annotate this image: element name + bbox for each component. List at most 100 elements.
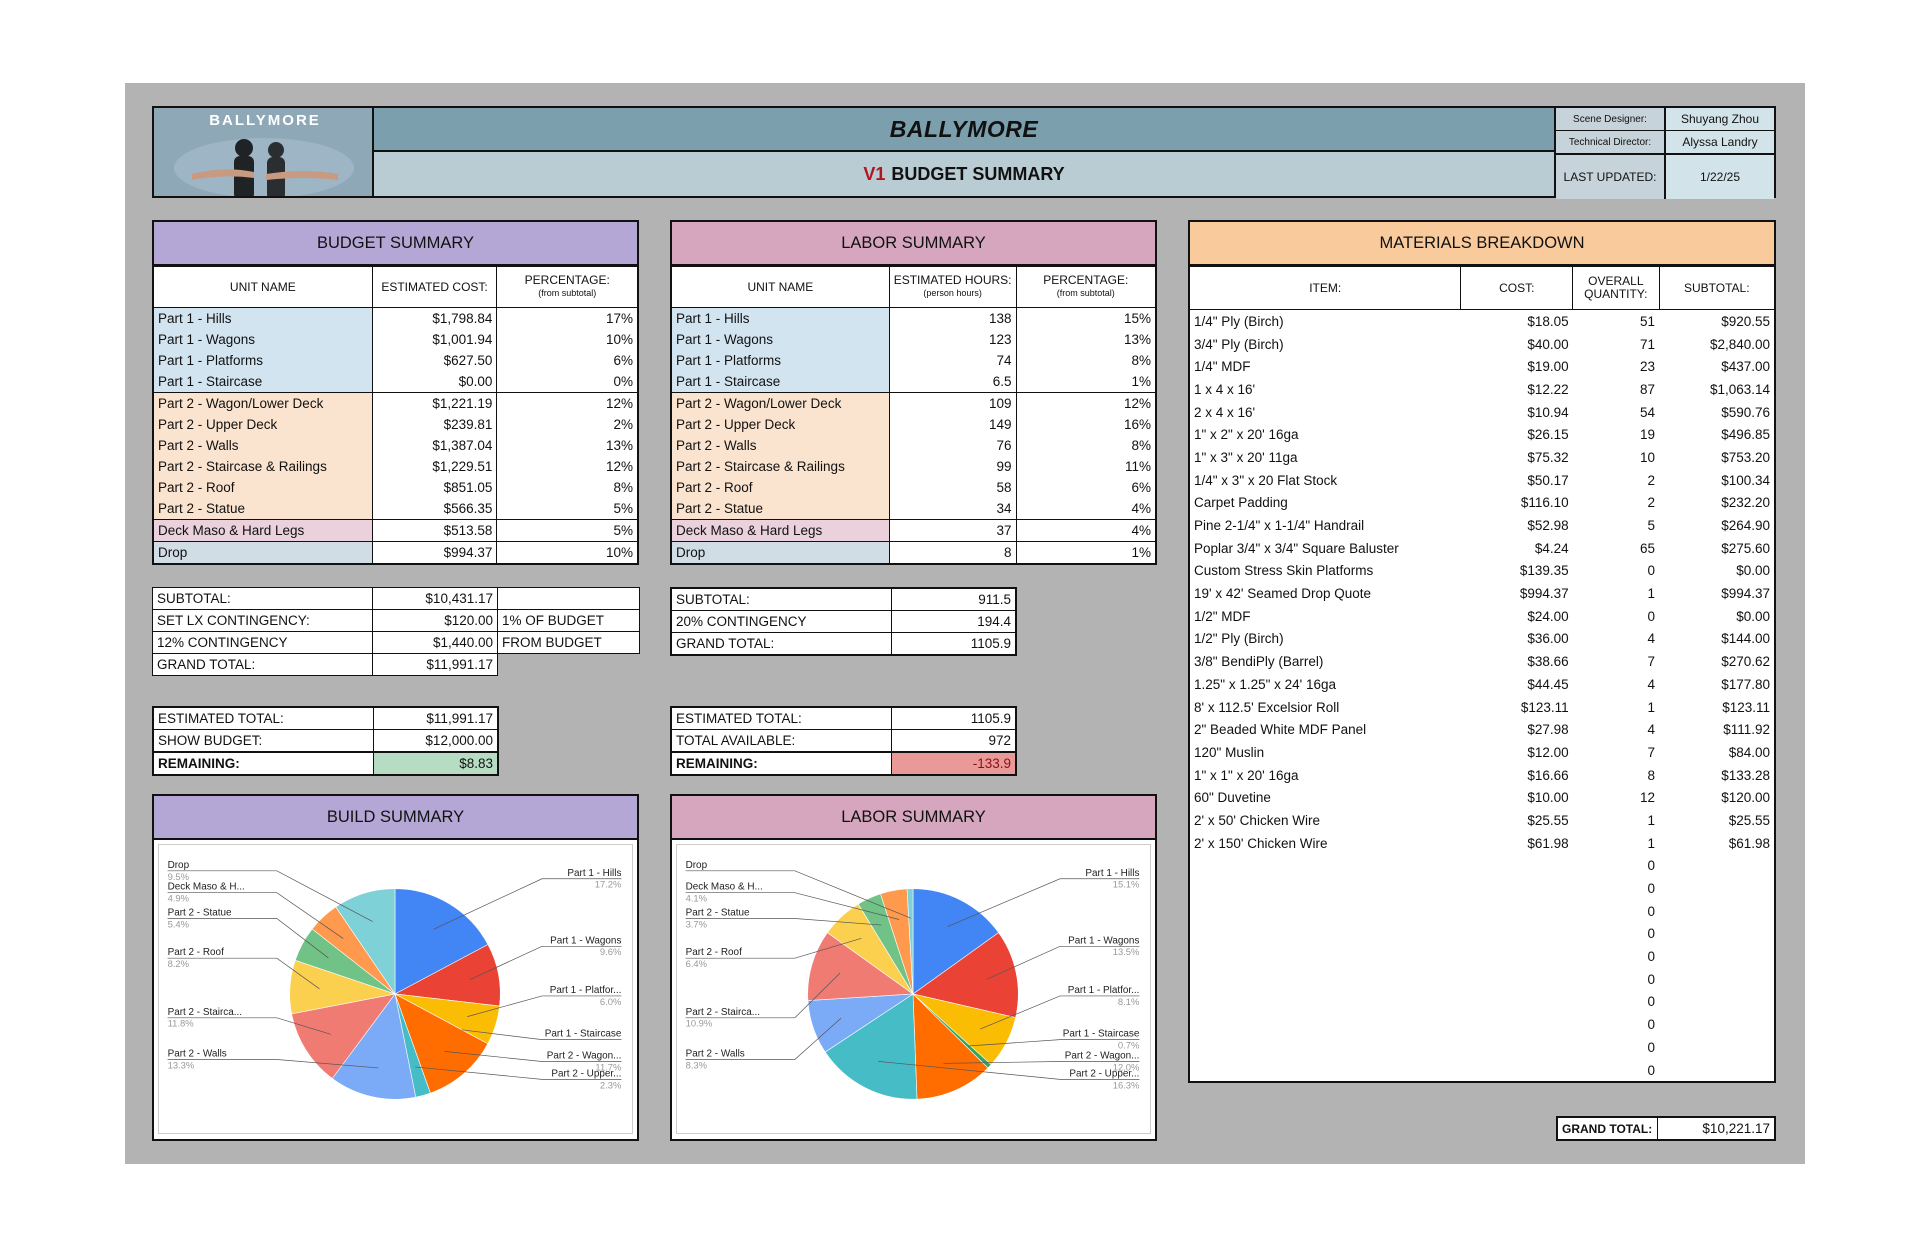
- subtotal-cell: $232.20: [1721, 495, 1770, 511]
- percentage-cell: 4%: [1016, 519, 1156, 542]
- col-pct-label: PERCENTAGE:: [1043, 273, 1129, 287]
- contingency-label: 12% CONTINGENCY: [152, 631, 373, 654]
- hours-cell: 149: [889, 414, 1017, 435]
- item-cell: [1189, 923, 1461, 946]
- show-logo: BALLYMORE: [152, 106, 374, 198]
- table-row: 1/2" MDF $24.00 0 $0.00: [1189, 605, 1775, 628]
- item-cell: 2' x 50' Chicken Wire: [1194, 812, 1320, 828]
- percentage-cell: 8%: [613, 480, 633, 495]
- table-row: 1/4" x 3" x 20 Flat Stock $50.17 2 $100.34: [1189, 469, 1775, 492]
- quantity-cell: 1: [1647, 586, 1656, 602]
- pie-label: Part 1 - Platfor...: [1068, 985, 1140, 996]
- contingency-note: FROM BUDGET: [497, 631, 640, 654]
- unit-name-cell: Part 2 - Statue: [153, 498, 373, 520]
- table-row: 1/2" Ply (Birch) $36.00 4 $144.00: [1189, 628, 1775, 651]
- pie-leader-line: [461, 1029, 622, 1040]
- pie-leader-line: [943, 1061, 1140, 1064]
- table-row: 1 x 4 x 16' $12.22 87 $1,063.14: [1189, 378, 1775, 401]
- pie-percent-label: 10.9%: [686, 1018, 713, 1029]
- unit-name-cell: Part 2 - Walls: [153, 435, 373, 456]
- logo-text: BALLYMORE: [209, 112, 321, 129]
- cost-cell: [1461, 991, 1573, 1014]
- quantity-cell: 10: [1640, 449, 1656, 465]
- budget-col-headers: UNIT NAME ESTIMATED COST: PERCENTAGE: (fr…: [152, 266, 639, 308]
- unit-name-cell: Part 2 - Wagon/Lower Deck: [153, 392, 373, 414]
- unit-name-cell: Drop: [153, 541, 373, 564]
- subtotal-cell: $920.55: [1721, 313, 1770, 329]
- quantity-cell: 8: [1647, 767, 1656, 783]
- pie-percent-label: 9.6%: [600, 946, 622, 957]
- cost-cell: $116.10: [1520, 495, 1569, 511]
- subtotal-cell: $100.34: [1721, 472, 1770, 488]
- col-item: ITEM:: [1188, 266, 1462, 310]
- cost-cell: [1461, 923, 1573, 946]
- unit-name-cell: Drop: [671, 541, 890, 564]
- meta-row-updated: LAST UPDATED: 1/22/25: [1556, 155, 1774, 199]
- item-cell: 2' x 150' Chicken Wire: [1194, 835, 1328, 851]
- hours-cell: 123: [889, 329, 1017, 350]
- table-row: Part 2 - Staircase & Railings 99 11%: [671, 456, 1156, 477]
- item-cell: 2" Beaded White MDF Panel: [1194, 722, 1367, 738]
- item-cell: 1" x 1" x 20' 16ga: [1194, 767, 1299, 783]
- item-cell: Custom Stress Skin Platforms: [1194, 563, 1374, 579]
- table-row: 2 x 4 x 16' $10.94 54 $590.76: [1189, 401, 1775, 424]
- pie-slice: [291, 993, 396, 1079]
- grand-total-value: 1105.9: [890, 632, 1017, 656]
- table-row: Part 1 - Platforms $627.50 6%: [153, 350, 638, 371]
- budget-summary-header: BUDGET SUMMARY: [152, 220, 639, 266]
- table-row: 0: [1189, 923, 1775, 946]
- item-cell: Pine 2-1/4" x 1-1/4" Handrail: [1194, 518, 1365, 534]
- cost-cell: [1461, 1036, 1573, 1059]
- quantity-cell: 0: [1647, 903, 1656, 919]
- item-cell: 19' x 42' Seamed Drop Quote: [1194, 586, 1372, 602]
- pie-label: Part 1 - Hills: [567, 868, 621, 879]
- table-row: 2' x 150' Chicken Wire $61.98 1 $61.98: [1189, 832, 1775, 855]
- pie-slice: [912, 932, 1019, 1018]
- pie-label: Part 2 - Stairca...: [168, 1007, 242, 1018]
- col-quantity: OVERALL QUANTITY:: [1572, 266, 1660, 310]
- percentage-cell: 5%: [613, 501, 633, 516]
- quantity-cell: 87: [1640, 381, 1656, 397]
- table-row: 1/4" MDF $19.00 23 $437.00: [1189, 355, 1775, 378]
- quantity-cell: 0: [1647, 563, 1656, 579]
- pie-label: Drop: [686, 860, 708, 871]
- percentage-cell: 6%: [613, 353, 633, 368]
- subtotal-cell: $270.62: [1721, 654, 1770, 670]
- cost-cell: $24.00: [1527, 608, 1569, 624]
- table-row: Part 1 - Platforms 74 8%: [671, 350, 1156, 371]
- meta-block: Scene Designer: Shuyang Zhou Technical D…: [1556, 106, 1776, 199]
- pie-leader-line: [947, 878, 1140, 927]
- percentage-cell: 10%: [496, 541, 638, 564]
- cost-cell: $1,229.51: [372, 456, 498, 477]
- pie-label: Part 2 - Upper...: [551, 1068, 621, 1079]
- percentage-cell: 1%: [1016, 541, 1156, 564]
- pie-slice: [331, 993, 417, 1100]
- hours-cell: 34: [889, 498, 1017, 520]
- pie-percent-label: 8.3%: [686, 1059, 708, 1070]
- cost-cell: $12.22: [1527, 381, 1569, 397]
- hours-cell: 138: [889, 307, 1017, 329]
- unit-name-cell: Part 1 - Platforms: [671, 350, 890, 371]
- quantity-cell: 0: [1647, 971, 1656, 987]
- quantity-cell: 2: [1647, 495, 1656, 511]
- pie-slice: [394, 993, 489, 1094]
- item-cell: 1/4" Ply (Birch): [1194, 313, 1284, 329]
- table-row: Part 1 - Hills 138 15%: [671, 307, 1156, 329]
- percentage-cell: 16%: [1123, 417, 1151, 432]
- pie-leader-line: [167, 1059, 379, 1069]
- grand-total-value: $11,991.17: [372, 653, 498, 676]
- quantity-cell: 7: [1647, 744, 1656, 760]
- table-row: Part 2 - Walls $1,387.04 13%: [153, 435, 638, 456]
- unit-name-cell: Part 1 - Staircase: [153, 371, 373, 393]
- budget-totals: SUBTOTAL: $10,431.17 SET LX CONTINGENCY: $…: [152, 587, 640, 676]
- item-cell: [1189, 877, 1461, 900]
- pie-leader-line: [685, 938, 862, 959]
- pie-label: Part 2 - Upper...: [1069, 1068, 1139, 1079]
- item-cell: 3/4" Ply (Birch): [1194, 336, 1284, 352]
- pie-label: Part 1 - Wagons: [1068, 935, 1139, 946]
- quantity-cell: 4: [1647, 631, 1656, 647]
- pie-percent-label: 15.1%: [1113, 879, 1140, 890]
- sheet-title: BALLYMORE: [374, 106, 1556, 152]
- subtotal-cell: $275.60: [1721, 540, 1770, 556]
- subtotal-label: SUBTOTAL:: [152, 587, 373, 610]
